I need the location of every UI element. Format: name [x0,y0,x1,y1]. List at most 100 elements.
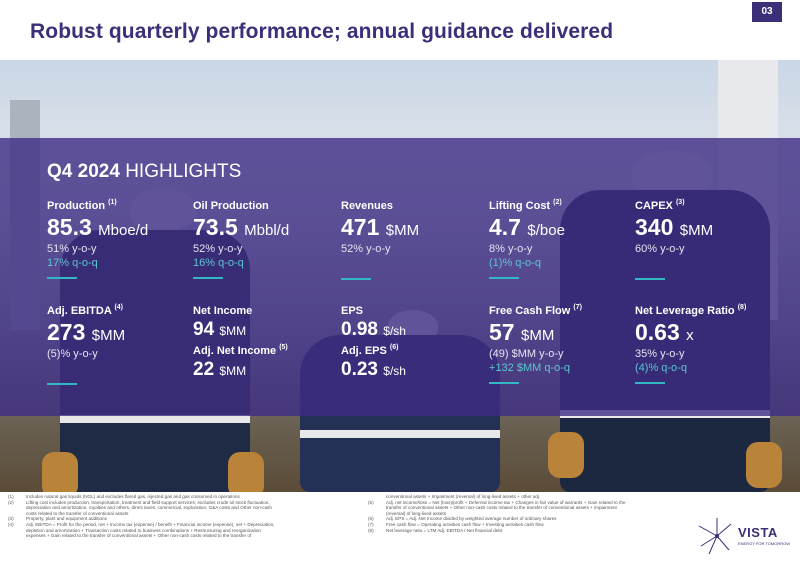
logo-tagline: ENERGY FOR TOMORROW [738,541,791,546]
footnote-line: (4) Adj. EBITDA = Profit for the period, … [8,522,274,528]
kpi-label: Oil Production [193,200,269,212]
kpi-unit: Mbbl/d [244,222,290,239]
footnote-line: (2) Lifting cost includes production, tra… [8,500,270,506]
kpi-yoy: (49) $MM y-o-y [489,348,564,360]
footnote-line: conventional assets + Impairment (revers… [368,494,540,500]
kpi-eps: EPS 0.98 $/sh Adj. EPS (6) 0.23 $/sh [341,305,406,381]
kpi-unit: $MM [219,324,247,338]
footnote-text: Adj. net income/loss = Net (loss)/profit… [386,499,626,505]
kpi-label: CAPEX [635,200,673,212]
kpi-value: 0.23 [341,359,378,380]
footnote-ref: (4) [114,304,123,311]
kpi-unit: x [686,327,694,344]
kpi-divider [489,382,519,384]
highlights-panel [0,138,800,416]
kpi-yoy: 60% y-o-y [635,243,685,255]
kpi-unit: Mboe/d [98,222,149,239]
kpi-label: EPS [341,305,364,317]
kpi-yoy: 35% y-o-y [635,348,685,360]
footnote-number: (3) [8,516,14,522]
kpi-label: Adj. Net Income [193,345,277,357]
footnote-text: Lifting cost includes production, transp… [26,499,270,505]
kpi-yoy: 51% y-o-y [47,243,97,255]
footnote-number: (8) [368,527,374,533]
kpi-capex: CAPEX (3) 340 $MM 60% y-o-y [635,199,714,280]
footnote-ref: (7) [573,304,582,311]
header-bar [0,0,800,60]
footnote-line: transfer of conventional assets + Other … [368,505,617,511]
footnote-text: Adj. EPS = Adj. Net Income divided by we… [386,516,557,522]
footnote-line: (reversal) of long-lived assets [368,511,446,517]
footnote-text: expenses + Gain related to the transfer … [26,533,252,539]
kpi-free-cash-flow: Free Cash Flow (7) 57 $MM (49) $MM y-o-y… [489,304,582,384]
footnote-text: (reversal) of long-lived assets [386,510,446,516]
kpi-qoq: 16% q-o-q [193,257,244,269]
kpi-lifting-cost: Lifting Cost (2) 4.7 $/boe 8% y-o-y (1)%… [489,199,565,279]
kpi-divider [635,382,665,384]
logo-wordmark: VISTA [738,525,778,540]
footnote-text: costs related to the transfer of convent… [26,510,129,516]
footnote-line: (1) Includes natural gas liquids (NGL) an… [8,494,240,500]
footnote-text: depreciation and amortization, royalties… [26,505,272,511]
kpi-yoy: 8% y-o-y [489,243,533,255]
kpi-unit: $/sh [383,324,406,338]
kpi-label: Lifting Cost [489,200,551,212]
kpi-divider [193,277,223,279]
footnote-ref: (6) [389,344,399,351]
kpi-adj-ebitda: Adj. EBITDA (4) 273 $MM (5)% y-o-y [47,304,125,385]
kpi-unit: $MM [219,364,247,378]
kpi-divider [47,383,77,385]
footnote-text: conventional assets + Impairment (revers… [386,494,541,499]
footnotes-area [0,492,800,562]
page-title: Robust quarterly performance; annual gui… [30,20,614,43]
kpi-value: 340 [635,214,674,240]
kpi-unit: $MM [385,222,420,239]
footnote-text: Property, plant and equipment additions [26,516,107,522]
footnote-number: (2) [8,499,14,505]
kpi-unit: $/boe [527,222,565,239]
footnote-line: (6) Adj. EPS = Adj. Net Income divided by… [368,516,556,522]
kpi-divider [47,277,77,279]
kpi-unit: $/sh [383,364,406,378]
kpi-qoq: (4)% q-o-q [635,362,687,374]
footnote-number: (6) [368,516,374,522]
footnote-line: costs related to the transfer of convent… [8,511,128,517]
kpi-label: Free Cash Flow [489,305,571,317]
footnote-line: (7) Free cash flow = Operating activities… [368,522,544,528]
kpi-divider [341,278,371,280]
kpi-label: Net Leverage Ratio [635,305,735,317]
footnote-ref: (8) [737,304,747,311]
footnote-ref: (2) [553,199,562,206]
footnote-text: Includes natural gas liquids (NGL) and e… [26,494,240,499]
kpi-value: 0.98 [341,319,378,340]
kpi-value: 273 [47,319,86,345]
highlights-title-label: HIGHLIGHTS [125,161,242,182]
highlights-title-period: Q4 2024 [47,161,120,182]
page-number-badge: 03 [752,2,782,22]
kpi-value: 85.3 [47,214,92,240]
footnote-number: (5) [368,499,374,505]
footnote-line: (5) Adj. net income/loss = Net (loss)/pro… [368,500,626,506]
kpi-qoq: 17% q-o-q [47,257,98,269]
kpi-net-income: Net Income 94 $MM Adj. Net Income (5) 22… [193,305,288,381]
footnote-ref: (1) [108,199,117,206]
kpi-yoy: (5)% y-o-y [47,348,98,360]
footnote-text: depletion and amortization + Transaction… [26,527,261,533]
kpi-qoq: +132 $MM q-o-q [489,362,571,374]
kpi-unit: $MM [679,222,714,239]
footnote-number: (1) [8,494,14,499]
footnote-text: Free cash flow = Operating activities ca… [386,522,544,527]
kpi-value: 94 [193,319,215,340]
kpi-divider [635,278,665,280]
footnote-line: (3) Property, plant and equipment additio… [8,516,107,522]
footnote-ref: (5) [279,344,288,351]
kpi-divider [489,277,519,279]
kpi-label: Net Income [193,305,253,317]
highlights-title: Q4 2024 HIGHLIGHTS [47,161,241,183]
kpi-value: 73.5 [193,214,238,240]
footnote-line: depletion and amortization + Transaction… [8,528,261,534]
kpi-oil-production: Oil Production 73.5 Mbbl/d 52% y-o-y 16%… [193,200,289,279]
kpi-value: 22 [193,359,215,380]
kpi-production: Production (1) 85.3 Mboe/d 51% y-o-y 17%… [47,199,149,279]
kpi-net-leverage-ratio: Net Leverage Ratio (8) 0.63 x 35% y-o-y … [635,304,747,384]
